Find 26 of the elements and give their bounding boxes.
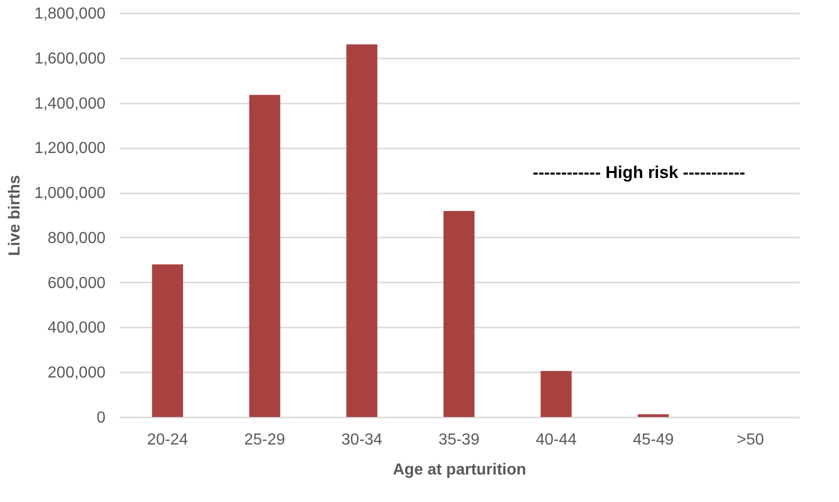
bar — [540, 370, 572, 417]
bar — [152, 264, 184, 417]
x-tick-label: 30-34 — [341, 432, 382, 448]
y-tick-label: 200,000 — [48, 364, 106, 382]
y-tick-label: 0 — [96, 410, 106, 426]
bar — [444, 210, 474, 417]
y-tick-label: 600,000 — [48, 274, 106, 292]
x-tick-label: 45-49 — [632, 432, 674, 448]
y-tick-label: 800,000 — [48, 230, 106, 247]
y-tick-label: 400,000 — [48, 320, 106, 337]
y-tick-label: 1,600,000 — [34, 50, 106, 68]
x-tick-label: 25-29 — [244, 432, 286, 448]
y-tick-label: 1,200,000 — [34, 140, 106, 158]
y-tick-label: 1,000,000 — [34, 185, 106, 202]
y-axis-title: Live births — [6, 174, 24, 256]
bar — [249, 94, 280, 417]
x-tick-label: 35-39 — [438, 432, 480, 448]
bar — [346, 44, 378, 417]
x-tick-label: 20-24 — [147, 432, 188, 448]
x-tick-label: >50 — [736, 432, 764, 448]
y-tick-label: 1,400,000 — [34, 95, 106, 112]
annotation: ------------ High risk ----------- — [532, 163, 746, 182]
x-tick-label: 40-44 — [536, 432, 577, 448]
x-axis-title: Age at parturition — [392, 462, 526, 478]
bar — [638, 414, 669, 417]
y-tick-label: 1,800,000 — [34, 6, 106, 22]
